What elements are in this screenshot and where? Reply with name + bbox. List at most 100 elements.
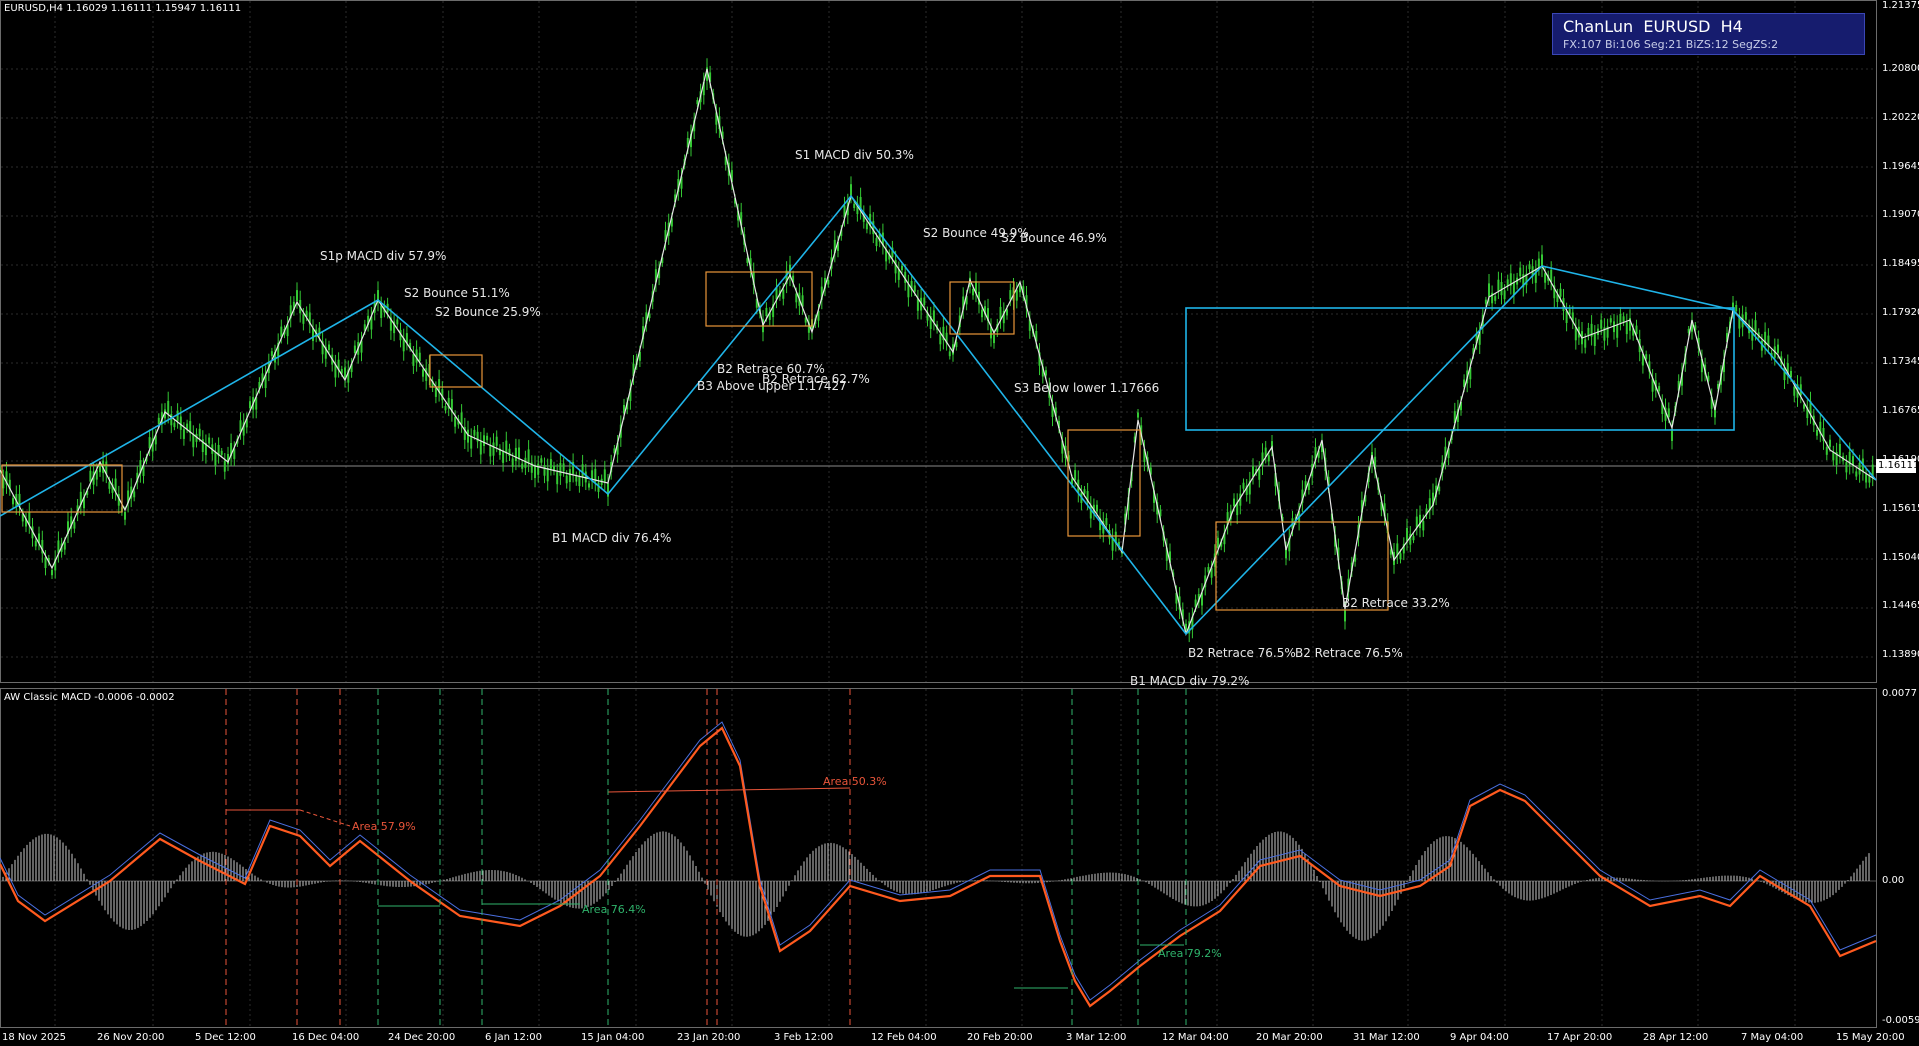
candle-body — [1528, 264, 1531, 270]
candle-body — [746, 258, 749, 263]
candle-body — [1600, 319, 1603, 329]
candle-body — [686, 138, 689, 148]
signal-label: B2 Retrace 33.2% — [1342, 596, 1450, 610]
candle-body — [270, 351, 273, 356]
candle-body — [1102, 520, 1105, 534]
candle-body — [431, 381, 434, 388]
candle-body — [99, 465, 101, 473]
candle-body — [1374, 456, 1377, 470]
candle-body — [990, 326, 992, 339]
time-tick: 15 Jan 04:00 — [581, 1032, 645, 1043]
candle-body — [785, 270, 788, 284]
candle-body — [1220, 541, 1223, 547]
candle-body — [380, 305, 383, 318]
candle-body — [734, 198, 736, 204]
candle-body — [1658, 386, 1661, 392]
candle-body — [1051, 403, 1054, 417]
candle-body — [1194, 599, 1197, 607]
candle-body — [1472, 348, 1475, 355]
candle-body — [1425, 508, 1428, 515]
candle-body — [214, 452, 217, 466]
candle-body — [425, 368, 428, 381]
candle-body — [514, 447, 517, 461]
price-tick: 1.16765 — [1882, 405, 1919, 416]
candle-body — [1793, 386, 1796, 396]
candle-body — [888, 253, 891, 260]
candle-body — [1484, 299, 1487, 304]
candle-body — [8, 479, 11, 490]
macd-signal-line — [0, 721, 1877, 1001]
candle-body — [540, 458, 543, 463]
candle-body — [824, 278, 826, 289]
info-stats: FX:107 Bi:106 Seg:21 BiZS:12 SegZS:2 — [1563, 38, 1779, 51]
candle-body — [642, 326, 645, 340]
candle-body — [820, 286, 823, 300]
candle-body — [833, 239, 836, 254]
candle-body — [255, 397, 258, 410]
candle-body — [5, 471, 8, 485]
candle-body — [603, 469, 606, 482]
candle-body — [479, 441, 482, 455]
candle-body — [492, 442, 495, 456]
candle-body — [629, 388, 632, 401]
candle-body — [367, 315, 370, 326]
candle-body — [321, 341, 324, 355]
candle-body — [1124, 513, 1127, 525]
candle-body — [530, 462, 533, 473]
signal-label: S1p MACD div 57.9% — [320, 249, 447, 263]
candle-body — [1852, 456, 1854, 467]
candle-body — [1550, 269, 1553, 282]
candle-body — [409, 342, 412, 349]
candle-body — [1301, 489, 1304, 503]
candle-body — [302, 314, 305, 324]
candle-body — [987, 308, 989, 322]
candle-body — [661, 257, 664, 263]
candle-body — [227, 454, 229, 465]
candle-body — [73, 522, 76, 529]
candle-body — [1478, 331, 1481, 345]
time-tick: 12 Feb 04:00 — [871, 1032, 937, 1043]
segment-line — [0, 194, 1877, 636]
candle-body — [467, 429, 469, 443]
signal-label: S1 MACD div 50.3% — [795, 148, 914, 162]
candle-body — [1687, 328, 1690, 334]
candle-body — [1444, 446, 1447, 460]
signal-label: B2 Retrace 62.7% — [762, 372, 870, 386]
candle-body — [1865, 474, 1868, 483]
candle-body — [239, 420, 242, 432]
candle-body — [907, 284, 910, 298]
candle-body — [264, 374, 267, 388]
candle-body — [1025, 295, 1028, 309]
candle-body — [457, 418, 460, 425]
candle-body — [875, 238, 878, 246]
candle-body — [1829, 439, 1831, 447]
signal-label: B2 Retrace 60.7% — [717, 362, 825, 376]
candle-body — [965, 295, 968, 305]
current-price-tag: 1.16111 — [1876, 459, 1919, 473]
candle-body — [454, 417, 457, 427]
candle-body — [1751, 327, 1754, 341]
time-tick: 3 Mar 12:00 — [1066, 1032, 1127, 1043]
candle-body — [527, 449, 530, 463]
candle-body — [897, 269, 900, 280]
candle-body — [559, 462, 562, 476]
candle-body — [1285, 548, 1287, 559]
price-tick: 1.21375 — [1882, 0, 1919, 11]
candle-body — [768, 312, 771, 320]
candle-body — [130, 486, 133, 499]
candle-body — [415, 349, 418, 363]
candle-body — [1252, 466, 1254, 477]
macd-area-label: Area 79.2% — [1158, 947, 1222, 960]
candle-body — [613, 448, 616, 454]
candle-body — [1396, 543, 1399, 556]
candle-body — [795, 293, 798, 303]
candle-body — [57, 540, 60, 554]
candle-body — [1469, 367, 1472, 380]
candle-body — [489, 445, 492, 457]
candle-body — [1422, 521, 1425, 531]
candle-body — [363, 324, 366, 331]
candle-body — [524, 457, 527, 468]
candle-body — [1700, 358, 1703, 373]
